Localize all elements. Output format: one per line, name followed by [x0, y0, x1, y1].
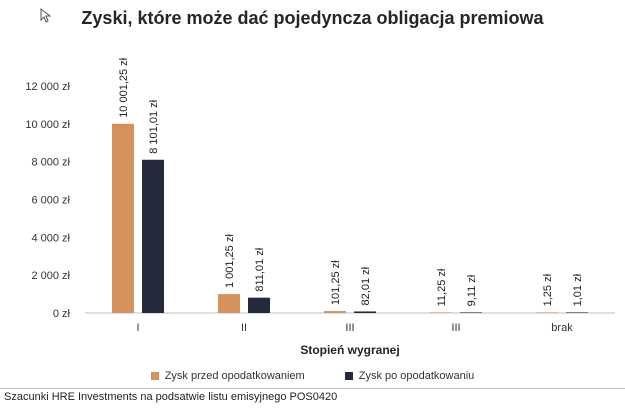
data-label: 1 001,25 zł: [224, 234, 236, 288]
y-tick-label: 12 000 zł: [25, 81, 70, 93]
y-tick-label: 2 000 zł: [31, 270, 70, 282]
legend: Zysk przed opodatkowaniem Zysk po opodat…: [0, 370, 625, 382]
data-label: 101,25 zł: [330, 260, 342, 305]
chart-title: Zyski, które może dać pojedyncza obligac…: [81, 8, 544, 28]
x-tick-label: I: [136, 322, 139, 334]
data-label: 82,01 zł: [360, 266, 372, 305]
legend-item-after-tax: Zysk po opodatkowaniu: [344, 370, 475, 382]
y-tick-label: 6 000 zł: [31, 195, 70, 207]
legend-item-before-tax: Zysk przed opodatkowaniem: [150, 370, 305, 382]
source-note: Szacunki HRE Investments na podsatwie li…: [4, 391, 338, 403]
data-label: 811,01 zł: [254, 247, 266, 291]
footer-divider: [0, 388, 625, 389]
x-tick-label: brak: [551, 322, 573, 334]
bar: [218, 294, 240, 313]
bar: [430, 312, 452, 313]
legend-label-after-tax: Zysk po opodatkowaniu: [358, 370, 475, 382]
x-tick-label: III: [345, 322, 354, 334]
bar: [566, 312, 588, 313]
bar: [324, 311, 346, 313]
data-label: 9,11 zł: [466, 274, 478, 306]
x-axis-title: Stopień wygranej: [300, 343, 399, 357]
legend-swatch-after-tax: [344, 372, 353, 380]
y-tick-label: 8 000 zł: [31, 157, 70, 169]
bar: [112, 123, 134, 313]
data-label: 10 001,25 zł: [118, 57, 130, 117]
data-label: 11,25 zł: [436, 268, 448, 306]
x-tick-label: III: [451, 322, 460, 334]
bar: [536, 312, 558, 313]
data-label: 1,01 zł: [572, 273, 584, 306]
data-label: 8 101,01 zł: [148, 99, 160, 153]
bar: [354, 311, 376, 313]
x-tick-label: II: [241, 322, 247, 334]
y-tick-label: 0 zł: [53, 308, 71, 320]
legend-label-before-tax: Zysk przed opodatkowaniem: [164, 370, 305, 382]
mouse-pointer-icon: [40, 8, 52, 23]
legend-swatch-before-tax: [150, 372, 159, 380]
bar: [248, 297, 270, 313]
data-label: 1,25 zł: [542, 273, 554, 306]
y-tick-label: 10 000 zł: [25, 119, 70, 131]
y-tick-label: 4 000 zł: [31, 232, 70, 244]
bar: [460, 312, 482, 313]
bar: [142, 159, 164, 313]
